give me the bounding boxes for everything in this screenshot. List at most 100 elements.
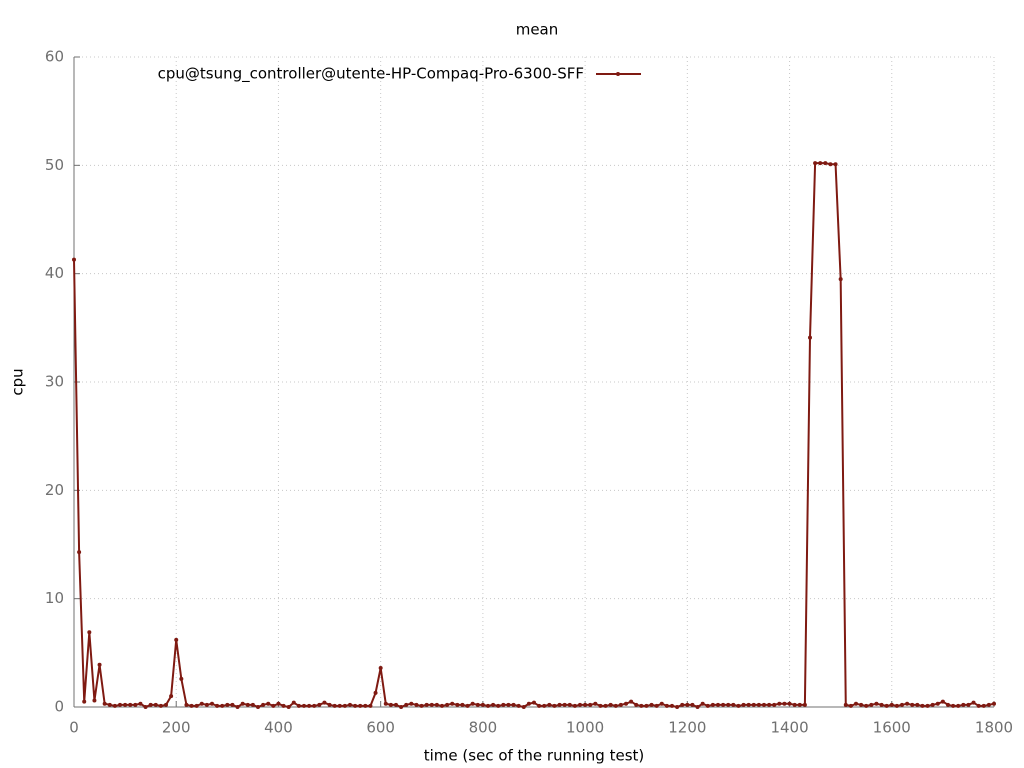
data-point <box>230 702 235 707</box>
data-point <box>874 701 879 706</box>
data-point <box>736 703 741 708</box>
data-point <box>286 705 291 709</box>
data-point <box>424 702 429 707</box>
x-axis-label: time (sec of the running test) <box>424 747 645 765</box>
data-point <box>716 702 720 707</box>
data-point <box>465 703 470 708</box>
data-point <box>802 702 807 707</box>
data-point <box>624 701 628 706</box>
data-point <box>327 702 332 707</box>
data-point <box>266 701 271 706</box>
data-point <box>797 702 802 707</box>
data-point <box>961 702 966 707</box>
x-tick-label: 800 <box>469 719 498 737</box>
data-point <box>414 702 419 707</box>
data-point <box>946 702 950 707</box>
data-point <box>981 703 986 708</box>
data-point <box>92 698 97 703</box>
data-point <box>445 702 450 707</box>
data-point <box>491 702 496 707</box>
data-point <box>644 703 649 708</box>
data-point <box>639 703 644 708</box>
data-point <box>557 702 562 707</box>
legend-marker <box>616 72 620 76</box>
data-point <box>470 701 475 706</box>
data-point <box>915 702 920 707</box>
data-point <box>118 702 122 707</box>
data-point <box>291 700 296 705</box>
data-point <box>976 703 981 708</box>
data-point <box>153 702 158 707</box>
data-point <box>894 703 899 708</box>
data-point <box>710 702 715 707</box>
data-point <box>726 702 731 707</box>
data-point <box>905 701 910 706</box>
data-point <box>900 702 904 707</box>
data-point <box>348 702 352 707</box>
data-point <box>721 702 726 707</box>
data-point <box>843 702 848 707</box>
data-point <box>496 703 501 708</box>
x-tick-label: 1200 <box>668 719 706 737</box>
data-point <box>935 701 940 706</box>
data-point <box>542 703 547 708</box>
data-point <box>368 703 373 708</box>
data-point <box>992 701 996 706</box>
data-point <box>486 703 490 708</box>
y-tick-label: 0 <box>54 698 64 716</box>
data-point <box>169 694 174 699</box>
y-tick-label: 50 <box>45 156 64 174</box>
data-point <box>373 690 378 695</box>
data-point <box>823 161 828 166</box>
data-point <box>404 702 409 707</box>
y-tick-label: 60 <box>45 48 64 66</box>
data-point <box>434 702 439 707</box>
data-point <box>767 702 772 707</box>
data-point <box>854 701 858 706</box>
data-point <box>440 703 444 708</box>
data-point <box>194 703 199 708</box>
data-point <box>762 702 766 707</box>
data-point <box>848 703 853 708</box>
data-point <box>220 703 225 708</box>
y-tick-label: 20 <box>45 481 64 499</box>
data-point <box>603 703 608 708</box>
data-point <box>174 637 179 642</box>
data-point <box>971 700 976 705</box>
data-point <box>664 703 669 708</box>
data-point <box>107 702 112 707</box>
data-point <box>363 703 368 708</box>
data-point <box>82 699 87 704</box>
data-point <box>332 703 337 708</box>
data-point <box>910 702 915 707</box>
data-point <box>281 703 286 708</box>
data-point <box>562 702 567 707</box>
y-tick-label: 40 <box>45 264 64 282</box>
data-point <box>225 702 230 707</box>
data-point <box>72 257 76 262</box>
y-axis-label: cpu <box>9 368 27 395</box>
data-point <box>690 702 695 707</box>
data-point <box>358 703 363 708</box>
data-point <box>164 702 168 707</box>
data-point <box>245 702 250 707</box>
x-tick-label: 400 <box>264 719 293 737</box>
data-point <box>158 703 163 708</box>
data-point <box>307 703 312 708</box>
data-point <box>112 703 117 708</box>
data-point <box>337 703 342 708</box>
data-point <box>250 702 255 707</box>
legend-label: cpu@tsung_controller@utente-HP-Compaq-Pr… <box>158 65 584 84</box>
data-point <box>199 701 204 706</box>
data-point <box>506 702 511 707</box>
data-point <box>378 666 383 670</box>
y-tick-label: 30 <box>45 373 64 391</box>
data-point <box>128 702 133 707</box>
data-point <box>889 702 894 707</box>
data-point <box>317 702 322 707</box>
data-point <box>833 162 838 167</box>
data-point <box>864 703 869 708</box>
data-point <box>818 161 823 166</box>
data-point <box>271 703 276 708</box>
